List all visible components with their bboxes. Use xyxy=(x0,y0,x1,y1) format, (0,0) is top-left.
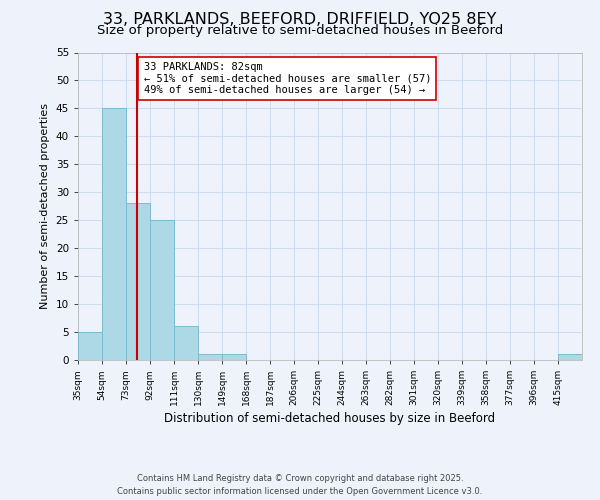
Bar xyxy=(174,326,198,360)
Text: Contains HM Land Registry data © Crown copyright and database right 2025.
Contai: Contains HM Land Registry data © Crown c… xyxy=(118,474,482,496)
Bar xyxy=(102,108,126,360)
Bar xyxy=(222,354,246,360)
Text: 33 PARKLANDS: 82sqm
← 51% of semi-detached houses are smaller (57)
49% of semi-d: 33 PARKLANDS: 82sqm ← 51% of semi-detach… xyxy=(143,62,431,95)
Bar xyxy=(150,220,174,360)
Bar xyxy=(198,354,222,360)
Text: Size of property relative to semi-detached houses in Beeford: Size of property relative to semi-detach… xyxy=(97,24,503,37)
Bar xyxy=(558,354,582,360)
Y-axis label: Number of semi-detached properties: Number of semi-detached properties xyxy=(40,104,50,309)
Bar xyxy=(78,332,102,360)
Bar xyxy=(126,204,150,360)
X-axis label: Distribution of semi-detached houses by size in Beeford: Distribution of semi-detached houses by … xyxy=(164,412,496,426)
Text: 33, PARKLANDS, BEEFORD, DRIFFIELD, YO25 8EY: 33, PARKLANDS, BEEFORD, DRIFFIELD, YO25 … xyxy=(103,12,497,28)
